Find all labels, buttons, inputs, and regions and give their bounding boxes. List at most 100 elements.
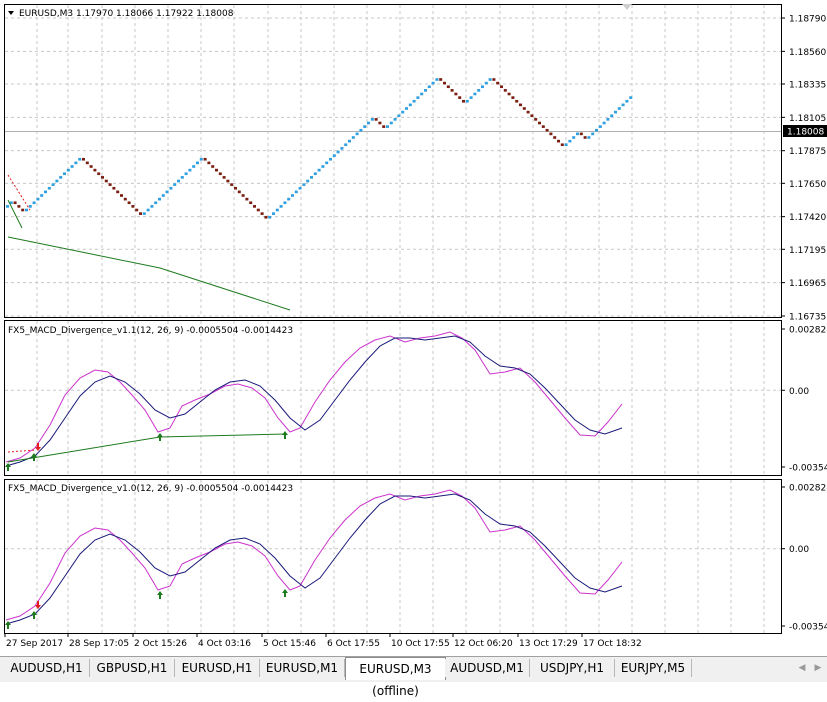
renko-brick-up: [150, 205, 154, 208]
chart-tab[interactable]: AUDUSD,M1: [445, 659, 530, 677]
renko-brick-down: [249, 201, 253, 205]
buy-arrow-icon: [31, 611, 37, 619]
renko-brick-up: [59, 176, 63, 179]
renko-brick-up: [78, 157, 82, 161]
renko-brick-down: [97, 172, 101, 176]
price-label: 1.18790: [789, 15, 826, 25]
tab-scroll-left-icon[interactable]: ◀: [798, 663, 806, 673]
buy-arrow-icon: [282, 431, 288, 439]
renko-brick-up: [173, 183, 177, 186]
renko-brick-down: [579, 132, 583, 136]
renko-brick-up: [66, 168, 70, 172]
renko-brick-down: [541, 125, 545, 128]
price-label: 1.18335: [789, 80, 826, 90]
renko-brick-up: [621, 103, 625, 107]
renko-brick-down: [112, 186, 116, 190]
renko-brick-up: [192, 165, 196, 168]
renko-brick-up: [25, 208, 28, 212]
price-label: 1.17195: [789, 246, 826, 256]
renko-brick-up: [306, 179, 310, 183]
renko-brick-up: [477, 89, 481, 92]
renko-brick-up: [279, 205, 283, 208]
renko-brick-down: [203, 157, 207, 161]
renko-brick-up: [325, 161, 329, 165]
renko-brick-up: [169, 186, 173, 190]
renko-brick-down: [101, 176, 104, 179]
renko-brick-up: [36, 197, 40, 201]
renko-brick-down: [222, 176, 226, 179]
renko-bricks: [6, 78, 633, 219]
renko-brick-up: [321, 165, 325, 168]
sell-arrow-icon: [35, 601, 41, 609]
renko-brick-down: [534, 118, 538, 121]
renko-brick-up: [332, 154, 336, 157]
renko-brick-up: [298, 186, 302, 190]
time-label: 10 Oct 17:55: [391, 639, 450, 649]
chart-tab[interactable]: EURUSD,M3 (offline): [345, 657, 446, 698]
renko-brick-down: [116, 190, 120, 194]
chart-tab[interactable]: AUDUSD,H1: [4, 659, 90, 677]
chart-tab[interactable]: EURUSD,M1: [260, 659, 345, 677]
chart-tab[interactable]: EURUSD,H1: [175, 659, 260, 677]
renko-brick-up: [564, 143, 568, 147]
chart-tab[interactable]: EURJPY,M5: [615, 659, 692, 677]
time-label: 2 Oct 15:26: [134, 639, 187, 649]
renko-brick-up: [336, 150, 340, 154]
scroll-chevron-icon[interactable]: [622, 4, 632, 10]
renko-brick-down: [545, 128, 549, 132]
renko-brick-up: [142, 212, 146, 215]
renko-brick-down: [458, 96, 462, 99]
main-panel[interactable]: [4, 4, 782, 318]
tab-scroll-right-icon[interactable]: ▶: [814, 663, 822, 673]
indicator-panel-2[interactable]: [4, 479, 782, 634]
current-price-label: 1.18008: [787, 128, 824, 138]
renko-brick-down: [241, 194, 245, 197]
renko-brick-down: [230, 183, 234, 186]
renko-brick-up: [9, 201, 13, 205]
price-trendline: [7, 236, 291, 311]
renko-brick-up: [146, 208, 150, 212]
chart-tab[interactable]: USDJPY,H1: [530, 659, 615, 677]
indicator-panel-1[interactable]: [4, 320, 782, 476]
renko-brick-up: [405, 107, 408, 110]
renko-brick-down: [439, 78, 443, 81]
renko-brick-down: [82, 157, 85, 161]
renko-brick-up: [47, 186, 51, 190]
renko-brick-down: [496, 81, 500, 85]
dropdown-triangle-icon[interactable]: [8, 11, 14, 15]
renko-brick-up: [165, 190, 169, 194]
scale-label: 0.002828: [789, 484, 827, 494]
macd-trendline-sell: [7, 449, 37, 453]
renko-brick-down: [378, 121, 382, 125]
renko-brick-up: [370, 118, 374, 121]
renko-brick-up: [602, 121, 606, 125]
time-label: 17 Oct 18:32: [583, 639, 642, 649]
renko-brick-up: [435, 78, 439, 81]
renko-brick-down: [245, 197, 249, 201]
renko-brick-up: [177, 179, 180, 183]
renko-brick-up: [408, 103, 412, 107]
price-label: 1.18105: [789, 114, 826, 124]
buy-arrow-icon: [5, 621, 11, 629]
renko-brick-up: [63, 172, 66, 176]
chart-tab-bar: AUDUSD,H1 GBPUSD,H1 EURUSD,H1 EURUSD,M1 EURU…: [0, 656, 827, 698]
renko-brick-up: [591, 132, 595, 136]
renko-brick-down: [503, 89, 507, 92]
renko-brick-down: [127, 201, 131, 205]
renko-brick-down: [515, 99, 519, 103]
renko-brick-up: [359, 128, 363, 132]
time-label: 27 Sep 2017: [6, 639, 63, 649]
renko-brick-down: [462, 99, 465, 103]
renko-brick-down: [120, 194, 123, 197]
renko-brick-up: [158, 197, 161, 201]
renko-brick-up: [576, 132, 579, 136]
renko-brick-up: [598, 125, 602, 128]
renko-brick-down: [500, 85, 503, 89]
renko-brick-up: [340, 147, 344, 150]
signal-line: [5, 493, 623, 625]
renko-brick-up: [355, 132, 359, 136]
price-label: 1.16735: [789, 313, 826, 323]
chart-tab[interactable]: GBPUSD,H1: [90, 659, 175, 677]
